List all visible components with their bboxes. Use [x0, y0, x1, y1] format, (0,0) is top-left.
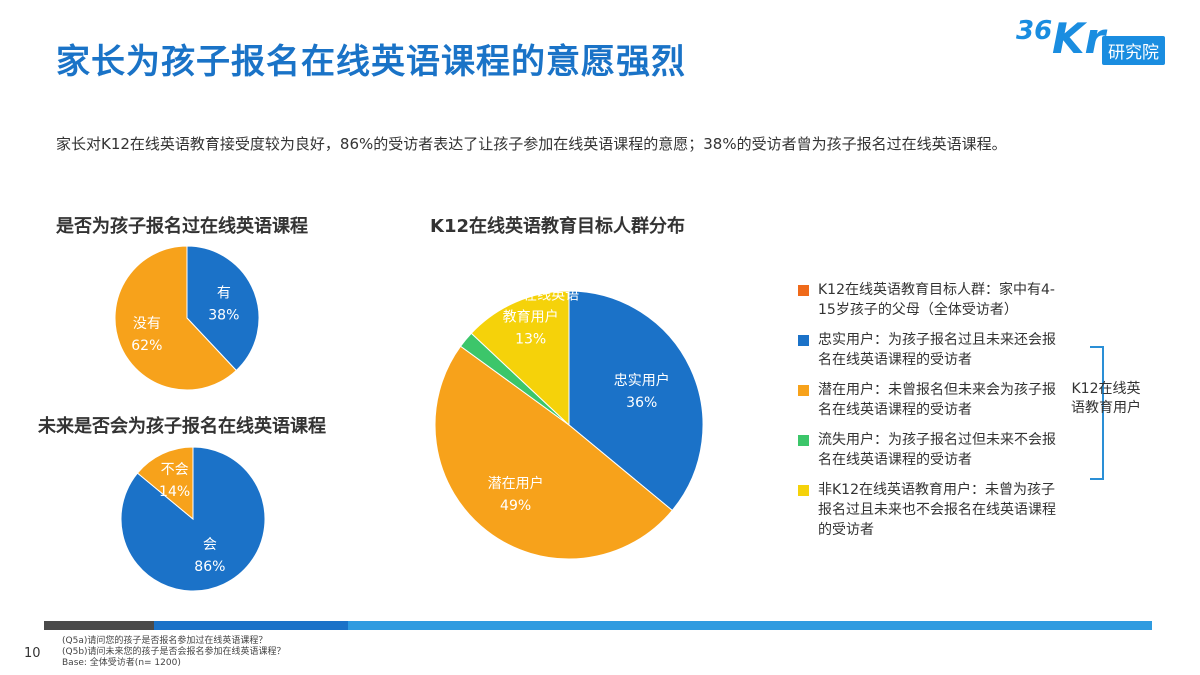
pie-category-label: 非K12在线英语: [482, 286, 579, 303]
pie-value-label: 36%: [626, 395, 657, 411]
pie-slice: [114, 245, 237, 391]
pie-category-label: 不会: [161, 462, 189, 478]
pie-enrolled: 有 38% 没有 62%: [114, 245, 260, 391]
pie-future: 会 86% 不会 14%: [120, 446, 266, 592]
legend-text: K12在线英语教育目标人群：家中有4-15岁孩子的父母（全体受访者）: [818, 282, 1055, 318]
pie-category-label: 忠实用户: [614, 372, 670, 389]
legend-swatch: [798, 285, 809, 296]
pie-value-label: 38%: [208, 307, 239, 323]
footnotes: (Q5a)请问您的孩子是否报名参加过在线英语课程？ (Q5b)请问未来您的孩子是…: [62, 636, 286, 669]
legend-text: 非K12在线英语教育用户：未曾为孩子报名过且未来也不会报名在线英语课程的受访者: [818, 482, 1056, 538]
legend-text: 忠实用户：为孩子报名过且未来还会报名在线英语课程的受访者: [818, 332, 1056, 368]
pie-slice: [434, 345, 673, 560]
legend-item-loyal: 忠实用户：为孩子报名过且未来还会报名在线英语课程的受访者: [796, 330, 1056, 370]
legend: K12在线英语教育目标人群：家中有4-15岁孩子的父母（全体受访者） 忠实用户：…: [796, 280, 1056, 550]
footnote: Base: 全体受访者(n= 1200): [62, 658, 181, 668]
pie-value-label: 14%: [159, 484, 190, 500]
footer-bar-segment: [154, 621, 348, 630]
pie-slice: [470, 290, 570, 427]
pie-category-label: 有: [217, 285, 231, 301]
pie-slice: [120, 446, 266, 592]
pie-distribution: 忠实用户 36% 潜在用户 49% 流失用户 2% 非K12在线英语教育用户 13%: [400, 286, 704, 560]
logo-tag: 研究院: [1102, 36, 1165, 65]
footer-bar-segment: [44, 621, 154, 630]
legend-text: 潜在用户：未曾报名但未来会为孩子报名在线英语课程的受访者: [818, 382, 1056, 418]
pie-value-label: 49%: [500, 498, 531, 514]
summary-text: 家长对K12在线英语教育接受度较为良好，86%的受访者表达了让孩子参加在线英语课…: [56, 135, 1007, 153]
logo-kr: Kr: [1052, 14, 1106, 63]
pie-slice: [186, 245, 260, 372]
chart-title-enrolled: 是否为孩子报名过在线英语课程: [56, 216, 308, 237]
chart-title-future: 未来是否会为孩子报名在线英语课程: [38, 416, 326, 437]
footnote: (Q5b)请问未来您的孩子是否会报名参加在线英语课程？: [62, 647, 286, 657]
legend-item-lost: 流失用户：为孩子报名过但未来不会报名在线英语课程的受访者: [796, 430, 1056, 470]
footnote: (Q5a)请问您的孩子是否报名参加过在线英语课程？: [62, 636, 268, 646]
pie-slice: [136, 446, 194, 521]
footer-bar-segment: [348, 621, 1152, 630]
legend-item-potential: 潜在用户：未曾报名但未来会为孩子报名在线英语课程的受访者: [796, 380, 1056, 420]
legend-item-non-user: 非K12在线英语教育用户：未曾为孩子报名过且未来也不会报名在线英语课程的受访者: [796, 480, 1056, 540]
pie-category-label: 会: [203, 537, 217, 553]
legend-swatch: [798, 335, 809, 346]
pie-category-label: 流失用户: [400, 314, 456, 331]
pie-slice: [568, 290, 704, 512]
legend-swatch: [798, 385, 809, 396]
pie-value-label: 13%: [515, 331, 546, 347]
pie-category-label: 潜在用户: [488, 475, 544, 492]
logo-number: 36: [1016, 16, 1053, 46]
pie-category-label: 教育用户: [503, 308, 559, 325]
user-group-label: K12在线英语教育用户: [1071, 381, 1141, 416]
pie-category-label: 没有: [133, 316, 161, 332]
pie-value-label: 62%: [131, 338, 162, 354]
user-group-bracket: [1090, 346, 1104, 480]
chart-title-distribution: K12在线英语教育目标人群分布: [430, 216, 685, 237]
legend-swatch: [798, 435, 809, 446]
brand-logo: 36 Kr 研究院: [1016, 14, 1186, 65]
pie-value-label: 2%: [417, 337, 439, 353]
page-number: 10: [24, 646, 41, 661]
page-title: 家长为孩子报名在线英语课程的意愿强烈: [56, 42, 686, 82]
legend-item-target: K12在线英语教育目标人群：家中有4-15岁孩子的父母（全体受访者）: [796, 280, 1056, 320]
legend-text: 流失用户：为孩子报名过但未来不会报名在线英语课程的受访者: [818, 432, 1056, 468]
pie-value-label: 86%: [194, 559, 225, 575]
legend-swatch: [798, 485, 809, 496]
